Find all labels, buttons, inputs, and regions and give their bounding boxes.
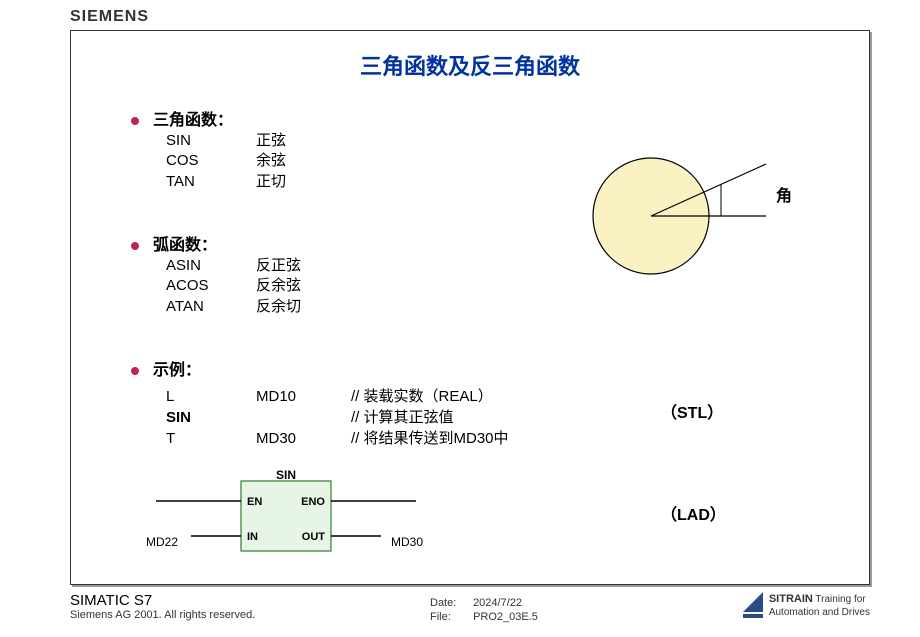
stl-arg: MD30 (256, 428, 351, 449)
angle-diagram: 角 (551, 136, 811, 296)
desc: 反余切 (256, 297, 346, 317)
footer-file-value: PRO2_03E.5 (473, 611, 538, 623)
desc: 正切 (256, 172, 346, 192)
list-row: TAN 正切 (166, 172, 346, 192)
heading-example: 示例： (131, 356, 201, 380)
lad-eno: ENO (301, 496, 325, 508)
footer-file-label: File: (430, 610, 470, 624)
footer-copyright: Siemens AG 2001. All rights reserved. (70, 609, 255, 621)
desc: 正弦 (256, 131, 346, 151)
stl-arg: MD10 (256, 386, 351, 407)
slide-title: 三角函数及反三角函数 (71, 49, 869, 81)
sitrain-rest1: Training for (813, 594, 866, 605)
lad-right-operand: MD30 (391, 535, 423, 549)
list-row: ASIN 反正弦 (166, 256, 346, 276)
stl-op: T (166, 428, 256, 449)
angle-label: 角 (776, 186, 792, 205)
list-arc: ASIN 反正弦 ACOS 反余弦 ATAN 反余切 (166, 256, 346, 317)
lad-out: OUT (302, 531, 326, 543)
stl-comment: // 将结果传送到MD30中 (351, 428, 611, 449)
desc: 余弦 (256, 151, 346, 171)
footer-date-value: 2024/7/22 (473, 597, 522, 609)
list-trig: SIN 正弦 COS 余弦 TAN 正切 (166, 131, 346, 192)
lad-diagram: SIN EN ENO IN OUT MD22 MD30 (126, 466, 466, 576)
heading-trig: 三角函数： (131, 106, 233, 130)
footer-mid: Date: 2024/7/22 File: PRO2_03E.5 (430, 596, 538, 625)
stl-op: SIN (166, 407, 256, 428)
list-row: SIN 正弦 (166, 131, 346, 151)
footer-product: SIMATIC S7 (70, 592, 255, 609)
sitrain-logo-icon (739, 592, 769, 620)
stl-comment: // 计算其正弦值 (351, 407, 611, 428)
stl-comment: // 装载实数（REAL） (351, 386, 611, 407)
stl-arg (256, 407, 351, 428)
tag-stl: （STL） (661, 399, 723, 423)
code: TAN (166, 172, 256, 192)
list-row: ATAN 反余切 (166, 297, 346, 317)
footer-date-label: Date: (430, 596, 470, 610)
lad-left-operand: MD22 (146, 535, 178, 549)
lad-in: IN (247, 531, 258, 543)
heading-arc: 弧函数： (131, 231, 217, 255)
lad-box-label: SIN (276, 468, 296, 482)
sitrain-rest2: Automation and Drives (769, 607, 870, 618)
footer-right: SITRAIN Training for Automation and Driv… (739, 592, 870, 620)
desc: 反正弦 (256, 256, 346, 276)
stl-line: T MD30 // 将结果传送到MD30中 (166, 428, 611, 449)
list-row: ACOS 反余弦 (166, 276, 346, 296)
desc: 反余弦 (256, 276, 346, 296)
list-row: COS 余弦 (166, 151, 346, 171)
tag-lad: （LAD） (661, 501, 726, 525)
code: SIN (166, 131, 256, 151)
code: COS (166, 151, 256, 171)
slide-frame: 三角函数及反三角函数 三角函数： SIN 正弦 COS 余弦 TAN 正切 弧函… (70, 30, 870, 585)
code: ATAN (166, 297, 256, 317)
code: ASIN (166, 256, 256, 276)
stl-op: L (166, 386, 256, 407)
stl-line: SIN // 计算其正弦值 (166, 407, 611, 428)
brand-logo-text: SIEMENS (70, 8, 149, 26)
stl-code: L MD10 // 装载实数（REAL） SIN // 计算其正弦值 T MD3… (166, 386, 611, 449)
stl-line: L MD10 // 装载实数（REAL） (166, 386, 611, 407)
code: ACOS (166, 276, 256, 296)
footer-left: SIMATIC S7 Siemens AG 2001. All rights r… (70, 592, 255, 621)
lad-en: EN (247, 496, 262, 508)
sitrain-bold: SITRAIN (769, 593, 813, 605)
